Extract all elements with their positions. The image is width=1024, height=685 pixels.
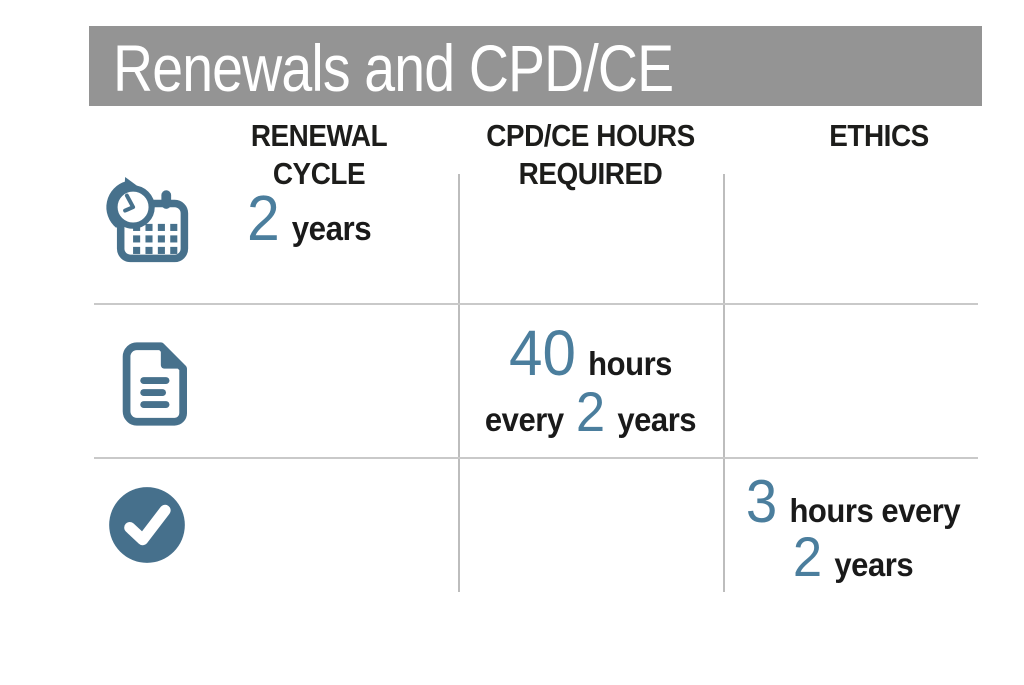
ethics-cycle-unit: years [834, 546, 914, 584]
ethics-line-2: 2 years [792, 525, 914, 589]
row-divider-2 [94, 457, 978, 459]
cpd-hours-number: 40 [509, 317, 576, 389]
ethics-hours-unit: hours every [789, 492, 961, 530]
check-circle-icon [109, 487, 185, 563]
cpd-cycle-unit: years [617, 400, 697, 438]
column-divider-2 [723, 174, 725, 592]
renewal-cycle-value: 2 years [247, 182, 372, 254]
cpd-hours-unit: hours [588, 345, 672, 382]
cpd-cycle-number: 2 [575, 379, 606, 443]
row-divider-1 [94, 303, 978, 305]
renewals-table: RENEWAL CYCLE CPD/CE HOURS REQUIRED ETHI… [89, 106, 982, 685]
page-title: Renewals and CPD/CE [113, 31, 674, 105]
column-header-cpd-ce-hours-required: CPD/CE HOURS REQUIRED [486, 118, 695, 191]
column-header-renewal-cycle: RENEWAL CYCLE [250, 118, 388, 191]
ethics-line-1: 3 hours every [745, 468, 961, 536]
column-header-ethics: ETHICS [829, 118, 929, 153]
ethics-cycle-number: 2 [792, 525, 823, 589]
cpd-hours-line-1: 40 hours [509, 317, 672, 389]
column-divider-1 [458, 174, 460, 592]
title-banner: Renewals and CPD/CE [89, 26, 982, 106]
cpd-hours-line-2: every 2 years [484, 379, 697, 443]
ethics-hours-number: 3 [745, 468, 778, 536]
calendar-clock-icon [106, 177, 189, 263]
cpd-hours-value: 40 hours every 2 years [466, 305, 715, 457]
renewal-cycle-number: 2 [247, 182, 280, 254]
cpd-cycle-prefix: every [484, 400, 564, 438]
ethics-value: 3 hours every 2 years [731, 459, 975, 599]
renewal-cycle-unit: years [291, 210, 372, 248]
document-icon [122, 342, 187, 426]
